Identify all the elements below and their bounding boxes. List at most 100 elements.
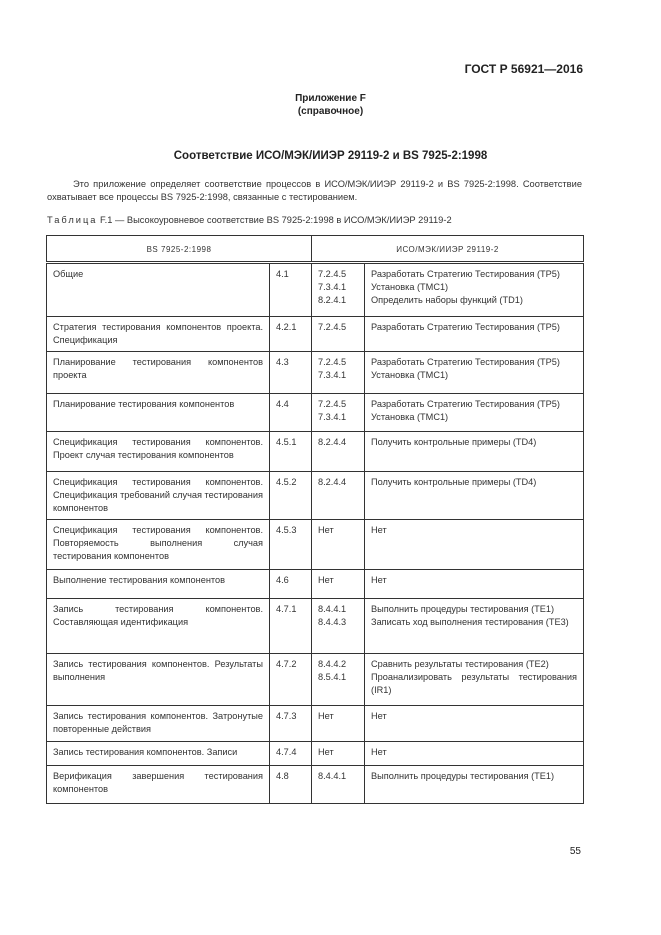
iso-process: Записать ход выполнения тестирования (TE… xyxy=(371,617,569,627)
iso-clauses: 7.2.4.5 7.3.4.1 xyxy=(311,351,366,394)
bs-clause: 4.7.1 xyxy=(268,598,313,654)
iso-process: Нет xyxy=(371,575,387,585)
bs-process: Спецификация тестирования компонентов. С… xyxy=(46,471,270,520)
iso-process: Разработать Стратегию Тестирования (TP5) xyxy=(371,399,560,409)
iso-process: Нет xyxy=(371,525,387,535)
bs-clause: 4.4 xyxy=(268,393,313,432)
iso-clauses: Нет xyxy=(311,741,366,766)
iso-process: Получить контрольные примеры (TD4) xyxy=(371,437,537,447)
bs-process-text: Спецификация тестирования компонентов. П… xyxy=(53,525,263,561)
bs-clause-text: 4.8 xyxy=(276,771,289,781)
iso-processes: Выполнить процедуры тестирования (TE1) За… xyxy=(364,598,585,654)
iso-clauses: Нет xyxy=(311,519,366,570)
iso-clause: 8.4.4.3 xyxy=(318,617,347,627)
iso-processes: Разработать Стратегию Тестирования (TP5)… xyxy=(364,262,585,317)
bs-process-text: Планирование тестирования компонентов пр… xyxy=(53,357,263,380)
iso-processes: Разработать Стратегию Тестирования (TP5)… xyxy=(364,351,585,394)
caption-text: F.1 — Высокоуровневое соответствие BS 79… xyxy=(97,215,452,225)
document-code: ГОСТ Р 56921—2016 xyxy=(464,62,583,76)
iso-clause: 7.3.4.1 xyxy=(318,370,347,380)
iso-processes: Нет xyxy=(364,741,585,766)
iso-clauses: Нет xyxy=(311,705,366,742)
bs-clause-text: 4.7.4 xyxy=(276,747,297,757)
iso-processes: Разработать Стратегию Тестирования (TP5) xyxy=(364,316,585,352)
bs-process-text: Общие xyxy=(53,269,84,279)
iso-clause: 7.2.4.5 xyxy=(318,399,347,409)
iso-process: Сравнить результаты тестирования (TE2) xyxy=(371,659,549,669)
bs-process-text: Стратегия тестирования компонентов проек… xyxy=(53,322,263,345)
bs-clause-text: 4.5.2 xyxy=(276,477,297,487)
iso-processes: Сравнить результаты тестирования (TE2) Пр… xyxy=(364,653,585,706)
iso-clauses: 8.4.4.2 8.5.4.1 xyxy=(311,653,366,706)
iso-process: Установка (TMC1) xyxy=(371,282,449,292)
bs-clause: 4.8 xyxy=(268,765,313,804)
iso-clauses: 7.2.4.5 xyxy=(311,316,366,352)
bs-clause: 4.2.1 xyxy=(268,316,313,352)
bs-process: Спецификация тестирования компонентов. П… xyxy=(46,519,270,570)
bs-process: Стратегия тестирования компонентов проек… xyxy=(46,316,270,352)
bs-process-text: Запись тестирования компонентов. Затрону… xyxy=(53,711,263,734)
table-row: Выполнение тестирования компонентов 4.6 Не… xyxy=(46,569,585,599)
bs-process-text: Спецификация тестирования компонентов. С… xyxy=(53,477,263,513)
bs-clause-text: 4.5.3 xyxy=(276,525,297,535)
bs-process-text: Запись тестирования компонентов. Записи xyxy=(53,747,238,757)
iso-processes: Разработать Стратегию Тестирования (TP5)… xyxy=(364,393,585,432)
iso-clause: 7.2.4.5 xyxy=(318,269,347,279)
iso-process: Разработать Стратегию Тестирования (TP5) xyxy=(371,322,560,332)
intro-paragraph: Это приложение определяет соответствие п… xyxy=(47,179,582,202)
iso-clause: 8.2.4.1 xyxy=(318,295,347,305)
iso-process: Получить контрольные примеры (TD4) xyxy=(371,477,537,487)
iso-process: Проанализировать результаты тестирования… xyxy=(371,672,578,695)
caption-label: Таблица xyxy=(47,215,98,225)
iso-process: Разработать Стратегию Тестирования (TP5) xyxy=(371,357,560,367)
iso-clause: 7.3.4.1 xyxy=(318,412,347,422)
iso-clause: Нет xyxy=(318,525,334,535)
iso-clause: 8.4.4.1 xyxy=(318,604,347,614)
bs-process: Запись тестирования компонентов. Затрону… xyxy=(46,705,270,742)
bs-process-text: Верификация завершения тестирования комп… xyxy=(53,771,263,794)
table-row: Запись тестирования компонентов. Записи 4… xyxy=(46,741,585,766)
table-row: Запись тестирования компонентов. Затрону… xyxy=(46,705,585,742)
bs-clause-text: 4.2.1 xyxy=(276,322,297,332)
iso-clause: Нет xyxy=(318,575,334,585)
table-row: Спецификация тестирования компонентов. П… xyxy=(46,431,585,472)
section-title: Соответствие ИСО/МЭК/ИИЭР 29119-2 и BS 7… xyxy=(173,150,488,162)
iso-clause: 8.2.4.4 xyxy=(318,437,347,447)
bs-clause: 4.7.4 xyxy=(268,741,313,766)
bs-clause: 4.5.3 xyxy=(268,519,313,570)
bs-clause-text: 4.7.1 xyxy=(276,604,297,614)
bs-process: Запись тестирования компонентов. Составл… xyxy=(46,598,270,654)
iso-process: Установка (TMC1) xyxy=(371,412,449,422)
iso-clause: 8.4.4.1 xyxy=(318,771,347,781)
iso-process: Определить наборы функций (TD1) xyxy=(371,295,523,305)
bs-clause: 4.5.1 xyxy=(268,431,313,472)
bs-clause: 4.7.2 xyxy=(268,653,313,706)
bs-process: Общие xyxy=(46,262,270,317)
bs-clause: 4.6 xyxy=(268,569,313,599)
iso-clause: 8.5.4.1 xyxy=(318,672,347,682)
bs-clause-text: 4.1 xyxy=(276,269,289,279)
bs-clause-text: 4.6 xyxy=(276,575,289,585)
bs-clause-text: 4.4 xyxy=(276,399,289,409)
iso-process: Нет xyxy=(371,747,387,757)
iso-processes: Нет xyxy=(364,569,585,599)
bs-clause: 4.7.3 xyxy=(268,705,313,742)
bs-clause-text: 4.7.3 xyxy=(276,711,297,721)
table-row: Общие 4.1 7.2.4.5 7.3.4.1 8.2.4.1 Разработать… xyxy=(46,262,585,317)
bs-process-text: Запись тестирования компонентов. Составл… xyxy=(53,604,263,627)
correspondence-table: BS 7925-2:1998 ИСО/МЭК/ИИЭР 29119-2 Общи… xyxy=(45,235,585,804)
iso-process: Выполнить процедуры тестирования (TE1) xyxy=(371,771,555,781)
appendix-subtitle: (справочное) xyxy=(297,106,364,117)
iso-clauses: 8.2.4.4 xyxy=(311,431,366,472)
iso-process: Разработать Стратегию Тестирования (TP5) xyxy=(371,269,560,279)
iso-processes: Получить контрольные примеры (TD4) xyxy=(364,431,585,472)
header-bs: BS 7925-2:1998 xyxy=(45,235,313,264)
bs-clause: 4.1 xyxy=(268,262,313,317)
bs-clause-text: 4.7.2 xyxy=(276,659,297,669)
appendix-heading: Приложение F (справочное) xyxy=(0,92,661,118)
iso-clauses: 7.2.4.5 7.3.4.1 xyxy=(311,393,366,432)
iso-clause: Нет xyxy=(318,711,334,721)
bs-process: Выполнение тестирования компонентов xyxy=(46,569,270,599)
table-row: Планирование тестирования компонентов пр… xyxy=(46,351,585,394)
